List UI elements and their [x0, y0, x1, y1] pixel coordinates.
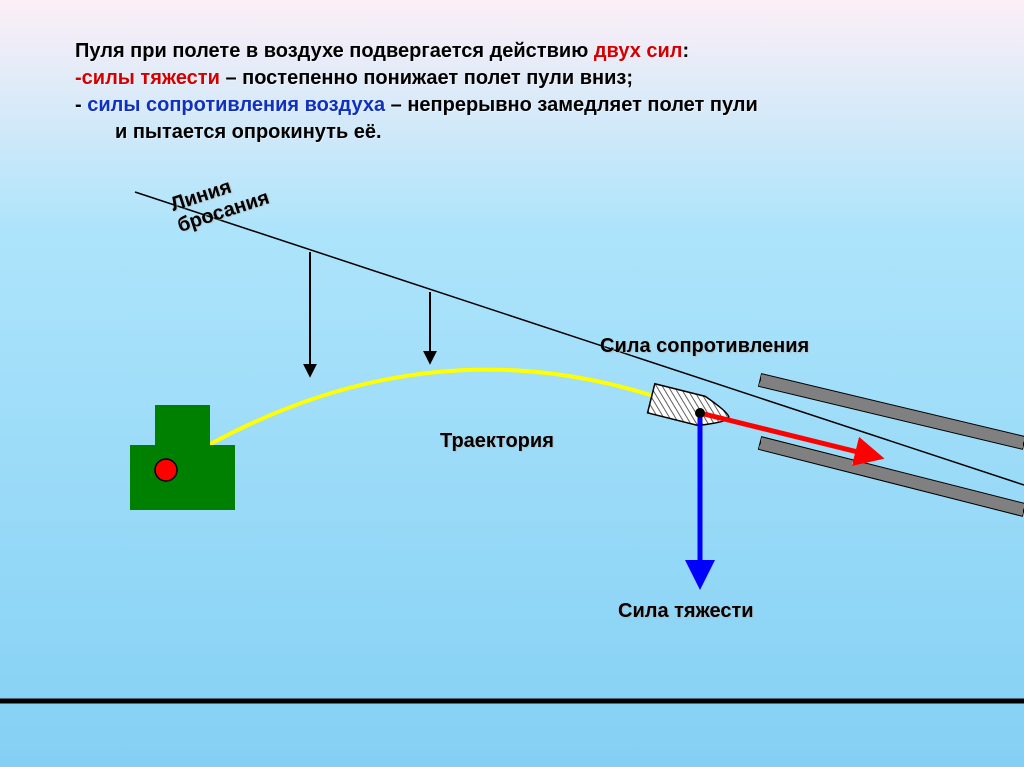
trajectory-label: Траектория	[440, 430, 554, 453]
force-origin-dot	[695, 408, 705, 418]
drag-label: Сила сопротивления	[600, 335, 809, 358]
diagram-svg	[0, 0, 1024, 767]
gravity-label: Сила тяжести	[618, 600, 754, 623]
throw-line	[135, 192, 1024, 485]
trajectory-curve	[166, 370, 680, 470]
target-dot	[155, 459, 177, 481]
target-top	[155, 405, 210, 445]
slide: Пуля при полете в воздухе подвергается д…	[0, 0, 1024, 767]
bullet	[648, 384, 733, 432]
target-body	[130, 445, 235, 510]
